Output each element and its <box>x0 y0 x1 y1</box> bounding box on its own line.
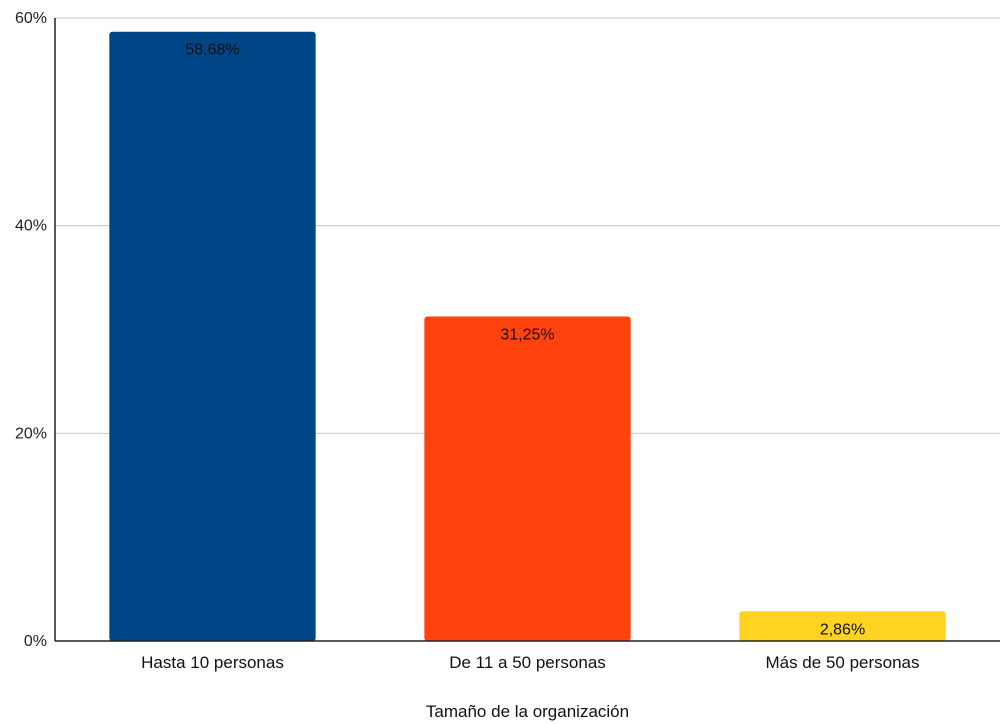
bar <box>109 31 316 642</box>
x-tick-label: Hasta 10 personas <box>141 653 284 672</box>
bar <box>424 316 631 641</box>
x-tick-label: Más de 50 personas <box>765 653 919 672</box>
data-label: 31,25% <box>500 327 554 344</box>
bars <box>109 31 946 642</box>
y-tick-label: 60% <box>15 10 47 27</box>
data-labels: 58,68% 31,25% 2,86% <box>185 42 865 639</box>
x-axis-title: Tamaño de la organización <box>426 702 629 721</box>
data-label: 2,86% <box>820 621 865 638</box>
y-tick-label: 40% <box>15 218 47 235</box>
x-axis-ticks: Hasta 10 personas De 11 a 50 personas Más … <box>141 653 919 672</box>
y-tick-label: 0% <box>24 633 47 650</box>
bar <box>739 611 946 641</box>
x-tick-label: De 11 a 50 personas <box>449 653 606 672</box>
data-label: 58,68% <box>185 42 239 59</box>
y-tick-label: 20% <box>15 425 47 442</box>
y-axis-ticks: 0% 20% 40% 60% <box>15 10 47 650</box>
